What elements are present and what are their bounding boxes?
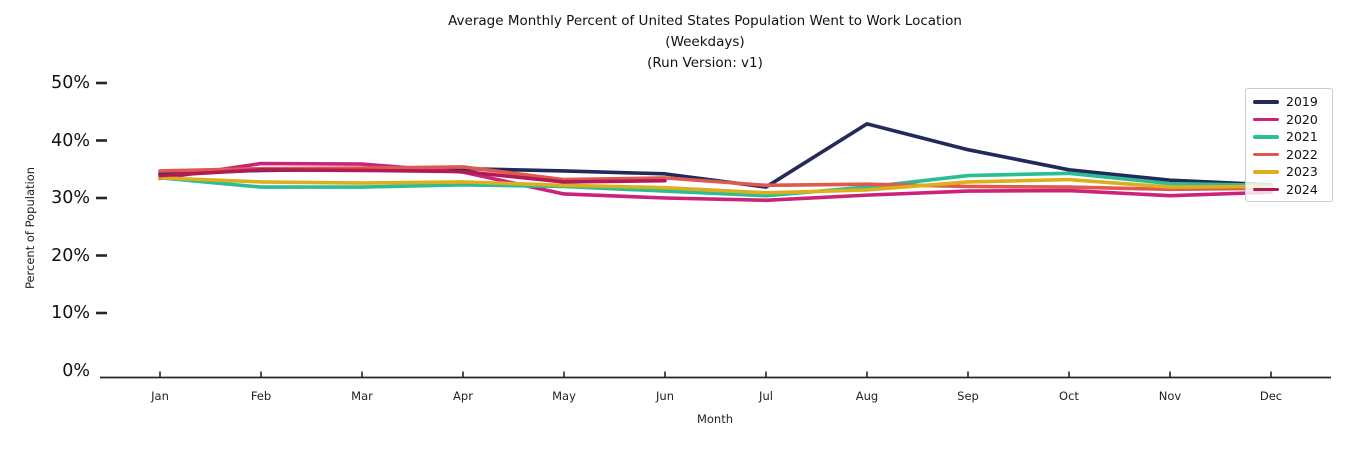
legend-label: 2022 [1286, 146, 1318, 162]
x-tick-label: Aug [855, 389, 879, 403]
y-tick-label: 40% [51, 130, 90, 151]
x-tick-label: Sep [957, 389, 979, 403]
x-tick-label: Feb [250, 389, 272, 403]
legend-swatch-icon [1253, 187, 1279, 191]
series-line-2024 [158, 168, 667, 184]
legend-entry-2024: 2024 [1253, 182, 1325, 198]
legend-label: 2021 [1286, 129, 1318, 145]
y-tick-label: 50% [51, 73, 90, 93]
y-tick-label: 0% [62, 360, 90, 381]
x-axis-label: Month [696, 412, 734, 426]
legend-swatch-icon [1253, 117, 1279, 121]
legend-swatch-icon [1253, 135, 1279, 139]
y-tick-label: 30% [51, 188, 90, 208]
chart-title-block: Average Monthly Percent of United States… [40, 11, 1350, 74]
legend-entry-2023: 2023 [1253, 164, 1325, 180]
legend: 2019 2020 2021 2022 2023 2024 [1245, 88, 1333, 202]
legend-entry-2021: 2021 [1253, 129, 1325, 145]
series-line-2021 [158, 171, 1273, 198]
x-tick-label: Jun [656, 389, 674, 403]
legend-entry-2019: 2019 [1253, 94, 1325, 110]
legend-label: 2019 [1286, 94, 1318, 110]
x-tick-label: Dec [1259, 389, 1283, 403]
legend-label: 2020 [1286, 111, 1318, 127]
y-tick-label: 10% [51, 303, 90, 323]
x-tick-label: Nov [1158, 389, 1182, 403]
legend-label: 2023 [1286, 164, 1318, 180]
legend-entry-2022: 2022 [1253, 147, 1325, 163]
x-tick-label: May [552, 389, 576, 403]
chart-subtitle-run-version: (Run Version: v1) [647, 55, 763, 71]
series-line-2022 [158, 165, 1273, 192]
x-tick-label: Jan [151, 389, 169, 403]
series-line-2023 [158, 176, 1273, 195]
x-tick-label: Jul [759, 389, 773, 403]
chart-title: Average Monthly Percent of United States… [448, 13, 962, 29]
legend-swatch-icon [1253, 100, 1279, 104]
chart-subtitle-weekdays: (Weekdays) [665, 34, 745, 50]
legend-entry-2020: 2020 [1253, 112, 1325, 128]
x-tick-label: Oct [1059, 389, 1079, 403]
legend-swatch-icon [1253, 170, 1279, 174]
x-tick-label: Apr [453, 389, 473, 403]
legend-label: 2024 [1286, 181, 1318, 197]
x-tick-label: Mar [351, 389, 373, 403]
y-tick-label: 20% [51, 245, 90, 266]
series-line-2020 [158, 161, 1273, 203]
legend-swatch-icon [1253, 152, 1279, 156]
